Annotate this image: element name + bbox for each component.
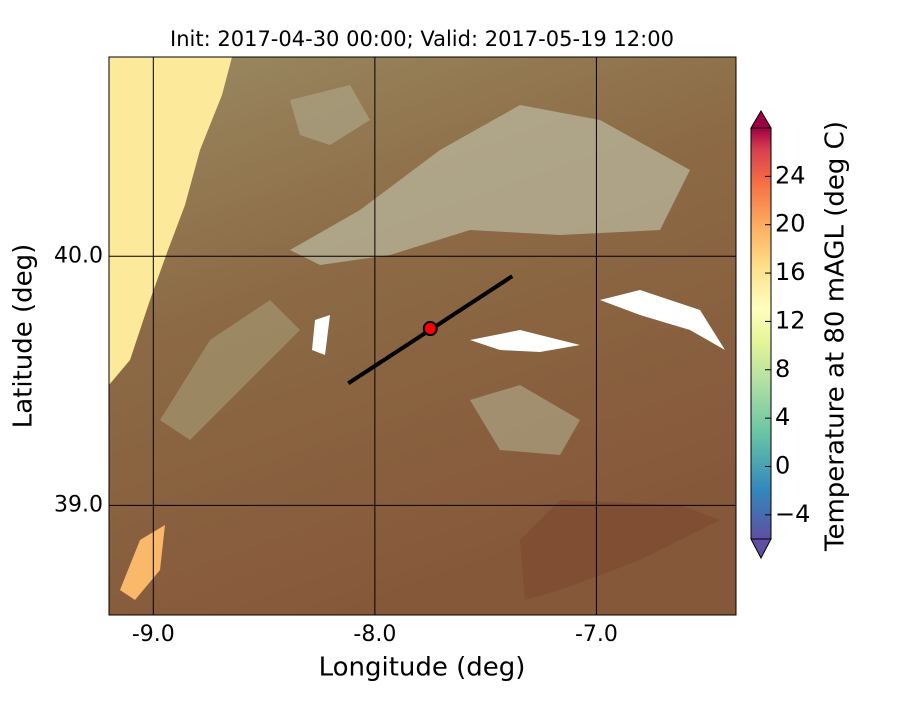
- x-axis-label: Longitude (deg): [319, 653, 526, 683]
- colorbar-extend: [750, 110, 772, 129]
- point-marker: [422, 321, 438, 337]
- x-tick-label: -7.0: [575, 622, 618, 647]
- colorbar-tick-label: 20: [775, 210, 806, 238]
- colorbar-tick-label: 0: [775, 451, 790, 479]
- colorbar-tick-label: −4: [775, 500, 810, 528]
- colorbar-tick-label: 24: [775, 161, 806, 189]
- colorbar-tick-label: 16: [775, 258, 806, 286]
- colorbar-tick-label: 4: [775, 403, 790, 431]
- y-tick-label: 40.0: [54, 243, 103, 268]
- y-axis-label: Latitude (deg): [9, 244, 39, 429]
- x-tick-label: -9.0: [132, 622, 175, 647]
- y-tick-label: 39.0: [54, 492, 103, 517]
- colorbar-label: Temperature at 80 mAGL (deg C): [821, 121, 851, 552]
- plot-frame: [108, 56, 737, 616]
- colorbar-extend: [750, 538, 772, 560]
- x-tick-label: -8.0: [353, 622, 396, 647]
- colorbar-tick-label: 8: [775, 355, 790, 383]
- colorbar-tick-label: 12: [775, 306, 806, 334]
- title: Init: 2017-04-30 00:00; Valid: 2017-05-1…: [170, 27, 674, 51]
- map-background: [109, 57, 736, 615]
- colorbar: [750, 127, 772, 540]
